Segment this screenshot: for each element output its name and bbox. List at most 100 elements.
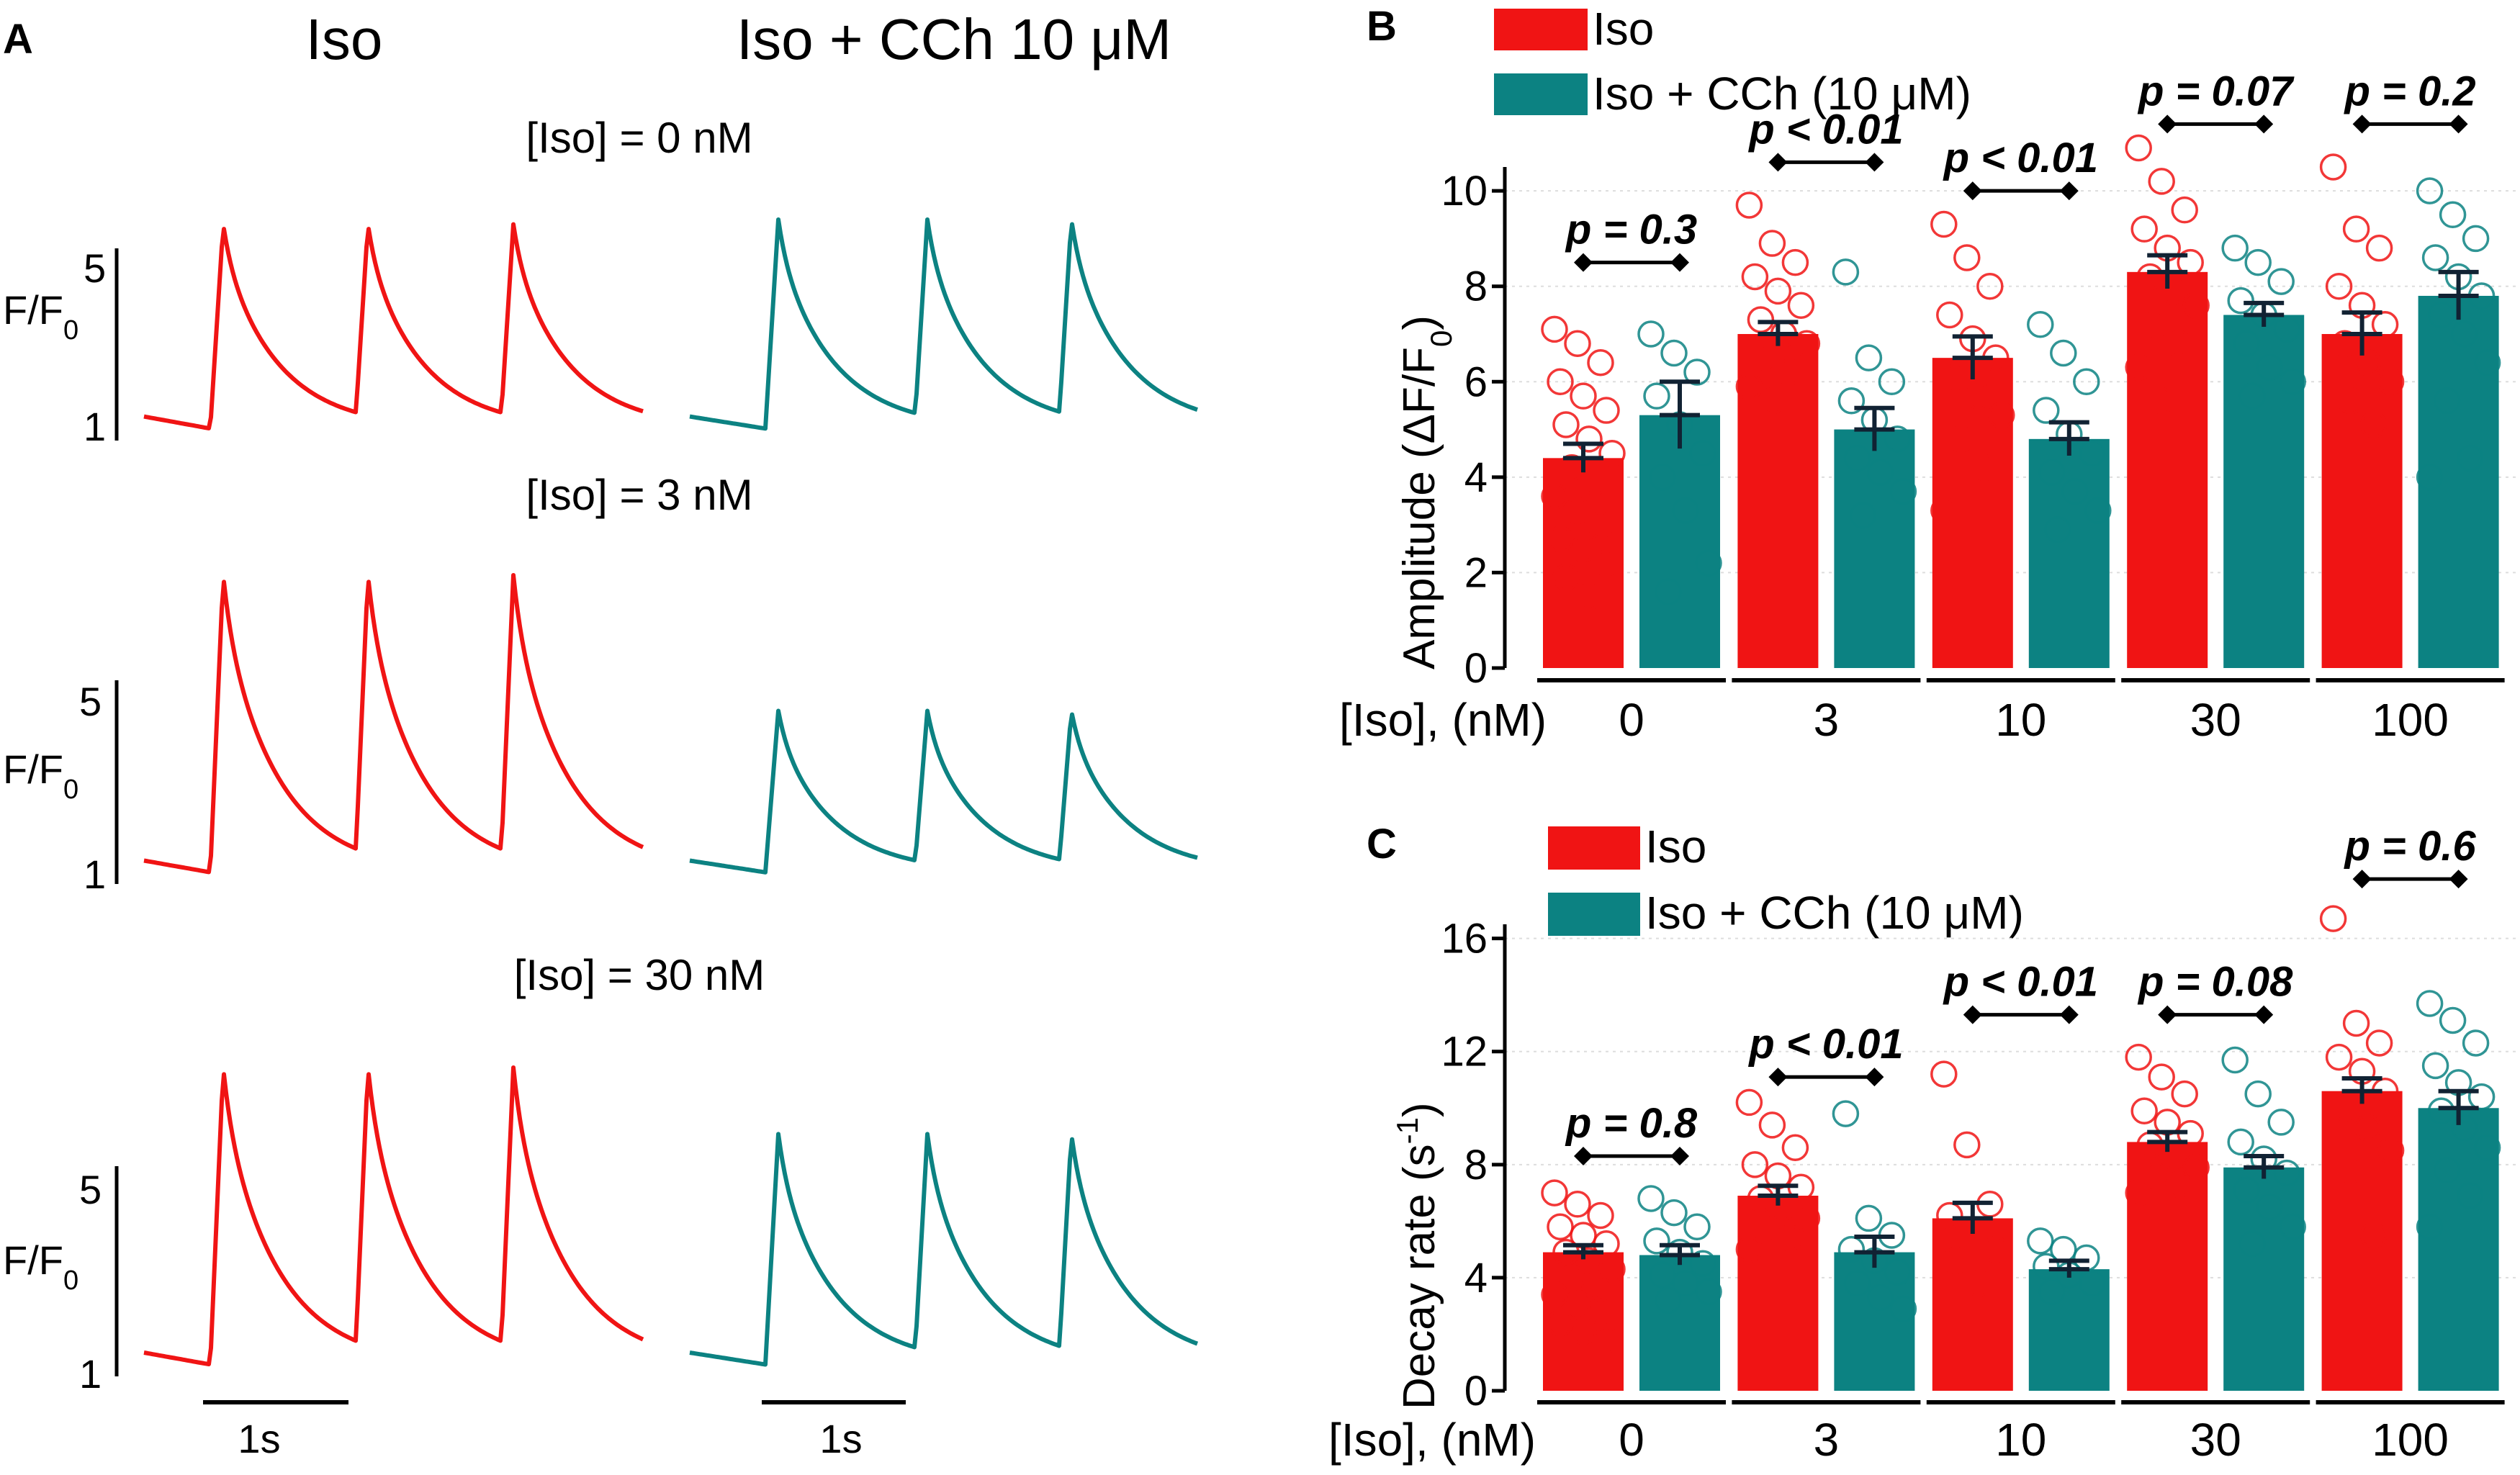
point-iso-10-7 bbox=[1965, 382, 1992, 410]
bar-iso-3 bbox=[1737, 334, 1819, 668]
comparison-3 bbox=[1768, 153, 1884, 172]
y-tick-label-0: 0 bbox=[1464, 645, 1488, 692]
point-iso-3-1 bbox=[1758, 230, 1786, 257]
point-iso-100-8 bbox=[2377, 368, 2405, 396]
point-iso-30-11 bbox=[2125, 1179, 2152, 1206]
point-cch-3-0 bbox=[1832, 1100, 1860, 1127]
panel-a-letter: A bbox=[3, 16, 33, 63]
point-cch-30-7 bbox=[2256, 353, 2283, 382]
p-value-0: p = 0.3 bbox=[1565, 207, 1697, 253]
point-iso-0-16 bbox=[1593, 549, 1620, 577]
point-cch-30-2 bbox=[2267, 1109, 2295, 1136]
bar-cch-30 bbox=[2223, 315, 2305, 668]
point-iso-0-10 bbox=[1581, 1272, 1608, 1300]
error-bar-cch-100 bbox=[2438, 1088, 2479, 1125]
point-iso-100-2 bbox=[2365, 1029, 2393, 1057]
point-iso-3-1 bbox=[1758, 1111, 1786, 1139]
point-iso-30-6 bbox=[2136, 263, 2164, 291]
trace-iso-0nm bbox=[143, 222, 644, 430]
y-tick-label-8: 8 bbox=[1464, 1142, 1488, 1188]
comparison-30 bbox=[2158, 1005, 2274, 1024]
point-cch-10-0 bbox=[2027, 310, 2054, 338]
point-iso-100-7 bbox=[2354, 1114, 2382, 1142]
trace-iso-30nm bbox=[143, 1065, 644, 1367]
comparison-3 bbox=[1768, 1068, 1884, 1087]
legend-c-cch-swatch bbox=[1548, 893, 1640, 936]
point-cch-10-5 bbox=[2079, 1270, 2106, 1297]
comparison-0 bbox=[1574, 1147, 1689, 1166]
error-bar-iso-30 bbox=[2147, 253, 2188, 289]
p-value-100: p = 0.2 bbox=[2344, 68, 2476, 114]
point-iso-100-0 bbox=[2319, 153, 2347, 181]
p-value-100: p = 0.6 bbox=[2344, 823, 2477, 870]
point-iso-100-1 bbox=[2342, 215, 2370, 243]
point-iso-0-15 bbox=[1570, 1317, 1597, 1345]
point-iso-30-9 bbox=[2142, 310, 2169, 338]
category-label-10: 10 bbox=[1995, 1414, 2046, 1466]
y-tick-label-8: 8 bbox=[1464, 263, 1488, 310]
point-iso-0-14 bbox=[1547, 526, 1574, 553]
point-iso-0-1 bbox=[1564, 1191, 1591, 1218]
category-label-30: 30 bbox=[2190, 694, 2241, 746]
point-iso-10-8 bbox=[1988, 401, 2015, 429]
point-cch-30-1 bbox=[2244, 248, 2272, 276]
trace-iso-3nm bbox=[143, 573, 644, 875]
point-iso-0-10 bbox=[1581, 468, 1608, 496]
point-cch-0-2 bbox=[1683, 358, 1711, 386]
point-cch-100-10 bbox=[2456, 444, 2484, 472]
point-iso-100-8 bbox=[2377, 1137, 2405, 1164]
point-cch-0-0 bbox=[1637, 1185, 1665, 1212]
point-cch-0-8 bbox=[1695, 1278, 1722, 1306]
point-cch-100-0 bbox=[2416, 177, 2444, 204]
point-cch-3-5 bbox=[1884, 1258, 1912, 1286]
point-iso-0-12 bbox=[1564, 497, 1591, 525]
point-cch-10-5 bbox=[2079, 439, 2106, 467]
point-cch-30-8 bbox=[2279, 368, 2306, 396]
plot-c: 0 p = 0.8 3 p < 0.01 10 p < 0.01 30 p = 0.08 100… bbox=[1441, 823, 2516, 1466]
category-label-0: 0 bbox=[1619, 694, 1644, 746]
point-iso-10-0 bbox=[1930, 1060, 1958, 1088]
point-cch-100-9 bbox=[2433, 387, 2461, 415]
point-cch-30-2 bbox=[2267, 268, 2295, 295]
point-cch-10-7 bbox=[2061, 477, 2089, 505]
point-cch-10-1 bbox=[2050, 339, 2077, 367]
bar-cch-30 bbox=[2223, 1167, 2305, 1391]
point-iso-3-10 bbox=[1776, 358, 1804, 386]
point-cch-3-7 bbox=[1866, 1284, 1894, 1312]
bar-cch-0 bbox=[1639, 415, 1720, 668]
point-iso-3-11 bbox=[1735, 1235, 1763, 1263]
point-iso-30-12 bbox=[2148, 387, 2175, 415]
bar-cch-0 bbox=[1639, 1255, 1720, 1391]
point-cch-3-3 bbox=[1837, 387, 1866, 415]
point-iso-3-5 bbox=[1787, 292, 1815, 319]
scale-bottom-1: 1 bbox=[84, 852, 106, 897]
point-iso-0-0 bbox=[1541, 1179, 1568, 1206]
point-iso-0-18 bbox=[1575, 582, 1603, 610]
point-cch-30-9 bbox=[2238, 1230, 2266, 1258]
point-cch-100-11 bbox=[2416, 1213, 2444, 1240]
point-iso-30-2 bbox=[2171, 1080, 2198, 1108]
legend-b-iso-label: Iso bbox=[1593, 3, 1654, 55]
point-iso-100-0 bbox=[2319, 905, 2347, 932]
point-iso-0-12 bbox=[1564, 1289, 1591, 1317]
point-cch-0-8 bbox=[1695, 549, 1722, 577]
point-iso-30-10 bbox=[2165, 1170, 2192, 1199]
point-iso-0-4 bbox=[1570, 382, 1597, 410]
point-cch-3-5 bbox=[1884, 425, 1912, 453]
panel-c-letter: C bbox=[1367, 821, 1397, 867]
point-cch-100-10 bbox=[2456, 1182, 2484, 1209]
error-bar-cch-3 bbox=[1854, 405, 1895, 451]
bar-iso-0 bbox=[1543, 458, 1624, 668]
point-iso-100-9 bbox=[2336, 1156, 2364, 1184]
point-cch-3-2 bbox=[1878, 368, 1906, 396]
point-iso-3-2 bbox=[1781, 248, 1809, 276]
scale-top-2: 5 bbox=[79, 1167, 102, 1212]
point-cch-10-6 bbox=[2038, 1278, 2066, 1306]
error-bar-iso-3 bbox=[1758, 1183, 1799, 1206]
p-value-10: p < 0.01 bbox=[1943, 959, 2098, 1006]
p-value-30: p = 0.07 bbox=[2137, 68, 2295, 114]
error-bar-cch-10 bbox=[2048, 420, 2089, 456]
point-iso-3-9 bbox=[1752, 344, 1781, 371]
p-value-3: p < 0.01 bbox=[1747, 1021, 1903, 1068]
